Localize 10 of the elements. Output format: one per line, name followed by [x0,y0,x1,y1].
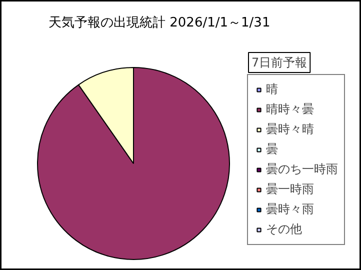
legend-label: その他 [266,221,302,238]
legend-label: 晴 [266,81,279,98]
legend-label: 曇 [266,141,279,158]
legend-label: 曇のち一時雨 [266,161,338,178]
chart-title: 天気予報の出現統計 2026/1/1～1/31 [48,16,270,30]
legend-label: 曇一時雨 [266,181,314,198]
legend-title: 7日前予報 [252,56,308,70]
legend-label: 曇時々晴 [266,121,314,138]
legend-label: 晴時々曇 [266,101,314,118]
legend-label: 曇時々雨 [266,201,314,218]
